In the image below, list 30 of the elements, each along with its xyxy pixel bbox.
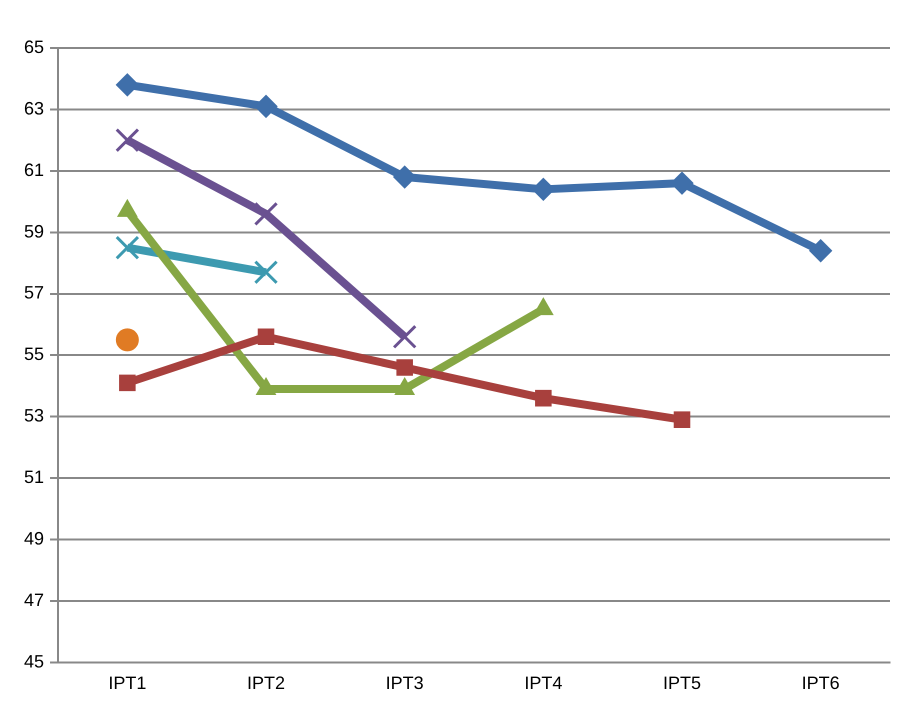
point [535,390,552,406]
x-tick-label: IPT5 [663,673,702,694]
y-tick-label: 55 [24,344,44,364]
point [116,328,139,352]
y-tick-label: 57 [24,282,44,303]
point [258,328,274,346]
point [116,73,139,96]
x-tick-label: IPT3 [386,673,424,694]
point [254,260,278,284]
point [254,202,278,226]
y-tick-label: 65 [24,36,44,57]
y-tick-label: 61 [24,160,44,180]
y-tick-label: 53 [24,406,44,426]
y-tick-label: 47 [24,590,44,610]
x-tick-label: IPT6 [802,673,840,694]
point [115,128,140,152]
x-tick-label: IPT1 [108,673,146,694]
y-tick-label: 45 [24,651,44,672]
point [396,359,413,376]
x-tick-label: IPT4 [524,673,562,694]
point [674,411,690,428]
y-tick-label: 49 [24,528,44,548]
point [115,236,140,260]
y-tick-label: 63 [24,98,44,118]
point [809,239,832,262]
x-tick-label: IPT2 [247,673,286,694]
y-tick-label: 59 [24,221,44,242]
point [392,324,417,349]
y-tick-label: 51 [24,467,44,488]
point [119,374,136,392]
